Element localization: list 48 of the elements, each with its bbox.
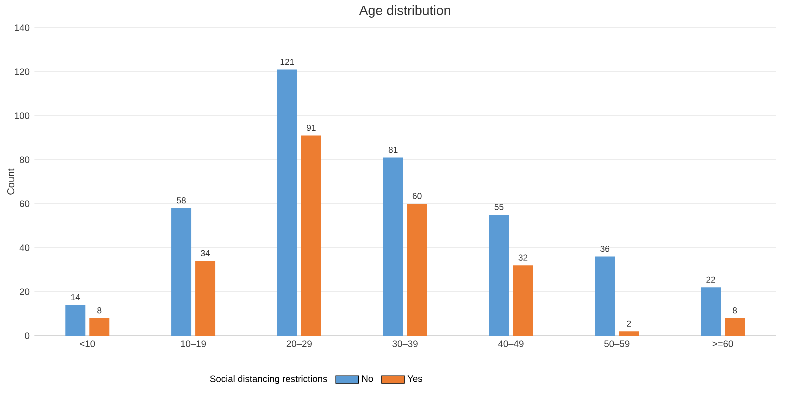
x-tick-label: 50–59 — [604, 340, 630, 348]
x-tick-label: 30–39 — [392, 340, 418, 348]
legend-label: No — [362, 376, 374, 382]
x-tick-label: >=60 — [712, 340, 734, 348]
y-tick-label: 80 — [20, 156, 30, 164]
data-label: 22 — [706, 276, 716, 283]
bar — [619, 332, 640, 336]
bar — [277, 70, 298, 336]
y-axis-title: Count — [7, 168, 15, 195]
y-tick-label: 20 — [20, 288, 30, 296]
bar — [595, 256, 616, 336]
bar — [701, 288, 722, 336]
data-label: 81 — [388, 146, 398, 154]
y-tick-label: 100 — [15, 112, 30, 120]
chart-title: Age distribution — [359, 6, 450, 18]
data-label: 34 — [201, 250, 210, 256]
legend-title: Social distancing restrictions — [210, 375, 328, 384]
data-label: 58 — [177, 198, 186, 204]
bar — [172, 208, 192, 336]
bar — [301, 136, 322, 336]
y-tick-label: 40 — [20, 244, 30, 252]
bar — [489, 214, 510, 336]
y-tick-label: 60 — [20, 200, 30, 208]
bar — [513, 266, 534, 336]
bar — [66, 305, 86, 336]
legend-label: Yes — [408, 376, 422, 382]
bar — [196, 261, 216, 336]
data-label: 8 — [733, 308, 738, 314]
x-tick-label: 40–49 — [498, 340, 524, 348]
data-label: 32 — [518, 254, 528, 261]
x-tick-label: <10 — [80, 340, 96, 348]
data-label: 91 — [307, 124, 316, 132]
x-tick-label: 20–29 — [286, 340, 312, 348]
data-label: 60 — [412, 193, 422, 200]
data-label: 55 — [494, 204, 504, 210]
x-tick-label: 10–19 — [181, 340, 206, 348]
bar — [383, 158, 404, 336]
bar — [407, 204, 428, 336]
data-label: 121 — [280, 59, 294, 66]
data-label: 14 — [71, 294, 80, 300]
y-tick-label: 140 — [15, 24, 30, 32]
y-tick-label: 0 — [25, 332, 30, 340]
data-label: 8 — [98, 308, 102, 314]
data-label: 36 — [600, 246, 610, 252]
y-tick-label: 120 — [15, 68, 30, 76]
bar — [725, 318, 746, 336]
data-label: 2 — [627, 320, 632, 327]
bar — [90, 318, 110, 336]
